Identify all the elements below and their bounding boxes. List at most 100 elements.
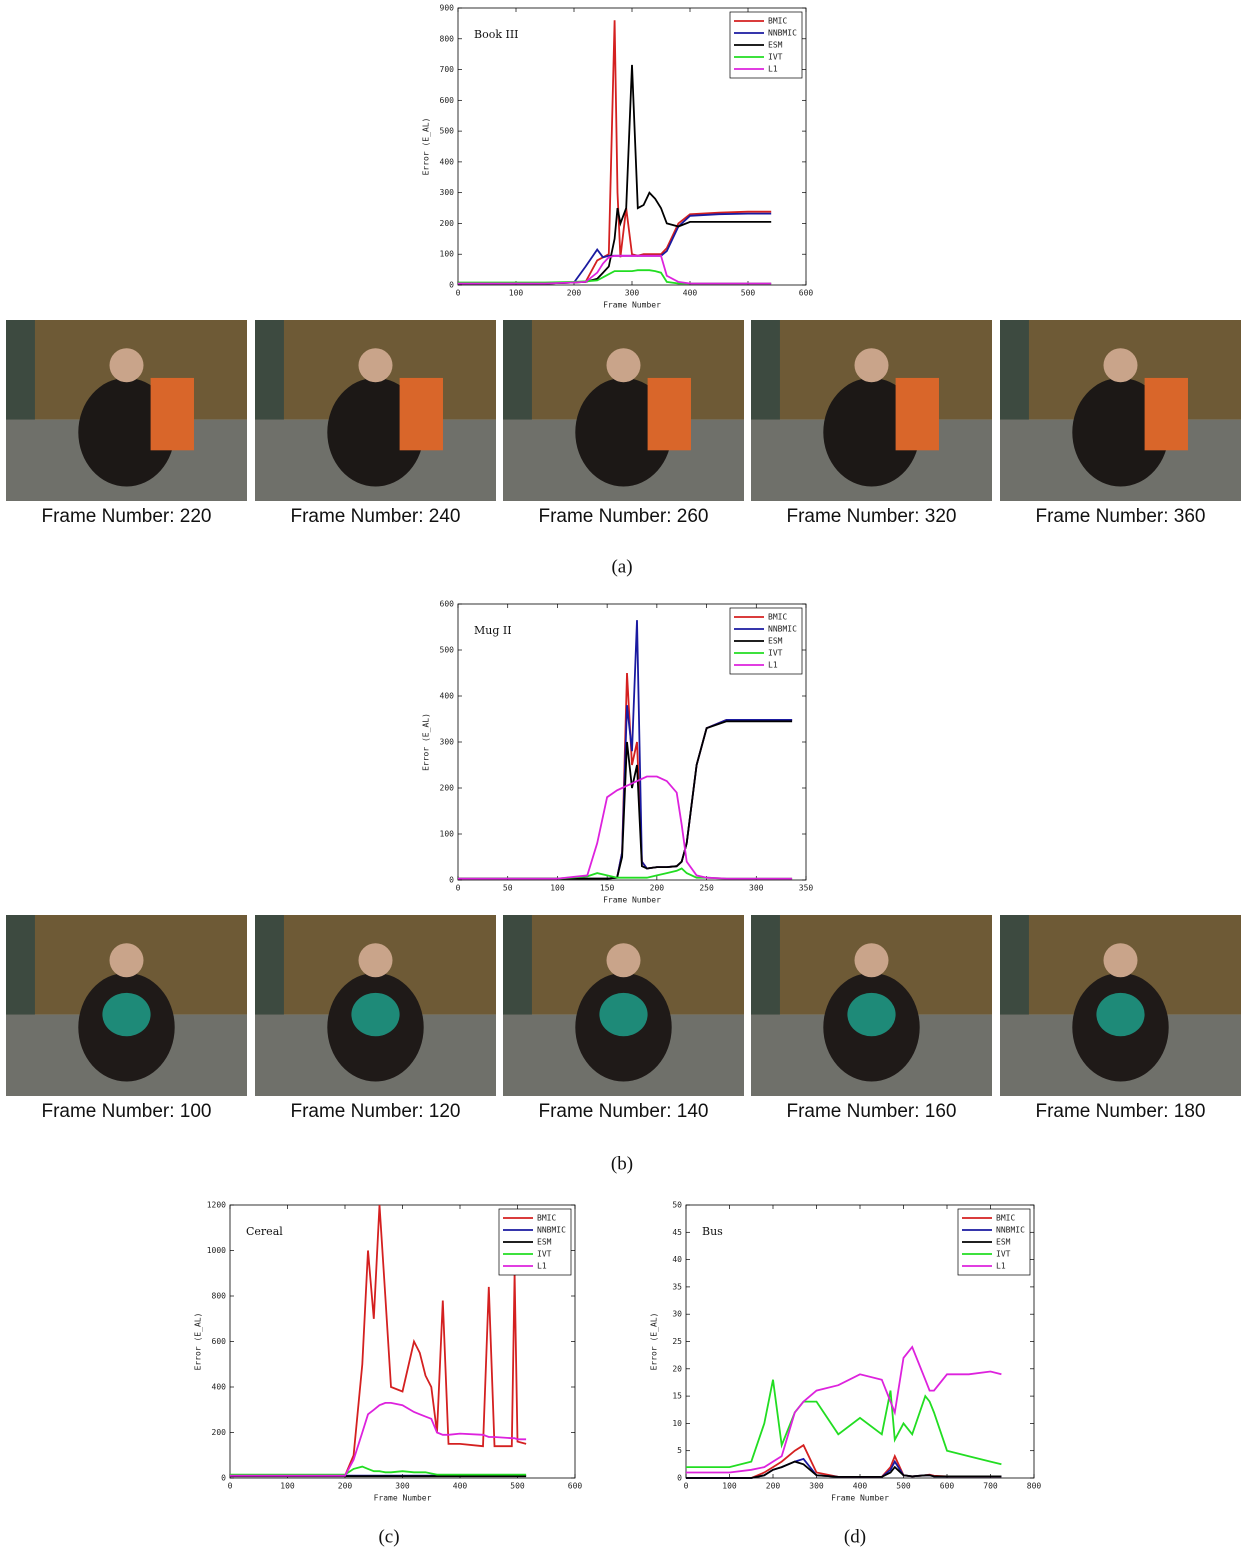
x-tick-label: 0: [456, 289, 461, 298]
x-tick-label: 100: [550, 884, 565, 893]
y-axis-label: Error (E_AL): [650, 1313, 659, 1371]
y-tick-label: 50: [672, 1201, 682, 1210]
legend-label: ESM: [768, 637, 783, 646]
y-tick-label: 800: [440, 34, 455, 43]
photo-head: [109, 348, 144, 383]
photo-head: [358, 943, 393, 978]
y-tick-label: 200: [212, 1428, 227, 1437]
data-line: [230, 1465, 527, 1476]
photo-book: [1144, 377, 1188, 451]
legend-label: BMIC: [768, 17, 787, 26]
x-tick-label: 100: [722, 1482, 737, 1491]
legend-label: ESM: [996, 1238, 1011, 1247]
y-tick-label: 300: [440, 188, 455, 197]
photo-head: [854, 348, 889, 383]
photo-head: [606, 348, 641, 383]
subfigure-label: (b): [611, 1153, 633, 1174]
x-tick-label: 700: [983, 1482, 998, 1491]
x-tick-label: 600: [940, 1482, 955, 1491]
y-tick-label: 400: [440, 692, 455, 701]
subfigure-label: (c): [378, 1526, 399, 1547]
photo-shirt: [351, 992, 400, 1037]
y-tick-label: 5: [677, 1446, 682, 1455]
photo-wall-left: [1000, 915, 1029, 1024]
x-tick-label: 0: [684, 1482, 689, 1491]
legend-label: ESM: [768, 41, 783, 50]
x-tick-label: 0: [228, 1482, 233, 1491]
photo-book: [150, 377, 194, 451]
legend-label: NNBMIC: [537, 1226, 566, 1235]
x-tick-label: 300: [749, 884, 764, 893]
x-tick-label: 350: [799, 884, 814, 893]
photo-person: [327, 377, 424, 487]
data-line: [686, 1460, 1002, 1479]
y-tick-label: 10: [672, 1419, 682, 1428]
legend-label: IVT: [768, 649, 783, 658]
x-tick-label: 300: [625, 289, 640, 298]
x-axis-label: Frame Number: [831, 1494, 889, 1503]
chart-annotation: Mug II: [474, 624, 512, 637]
photo-head: [1103, 348, 1138, 383]
legend-label: BMIC: [537, 1214, 556, 1223]
y-tick-label: 0: [449, 281, 454, 290]
x-axis-label: Frame Number: [603, 896, 661, 905]
data-line: [686, 1345, 1002, 1474]
photo-shirt: [102, 992, 151, 1037]
x-tick-label: 100: [509, 289, 524, 298]
photo-wall-left: [255, 320, 284, 429]
y-tick-label: 15: [672, 1392, 682, 1401]
frame-caption: Frame Number: 160: [786, 1101, 956, 1122]
y-tick-label: 500: [440, 127, 455, 136]
y-tick-label: 0: [677, 1474, 682, 1483]
legend-label: IVT: [537, 1250, 552, 1259]
photo-shirt: [847, 992, 896, 1037]
x-tick-label: 200: [338, 1482, 353, 1491]
photo-wall-left: [6, 915, 35, 1024]
y-tick-label: 700: [440, 65, 455, 74]
y-tick-label: 500: [440, 646, 455, 655]
y-tick-label: 200: [440, 784, 455, 793]
y-tick-label: 30: [672, 1310, 682, 1319]
y-tick-label: 1000: [207, 1246, 226, 1255]
photo-wall-left: [6, 320, 35, 429]
legend-label: IVT: [996, 1250, 1011, 1259]
subfigure-label: (a): [611, 556, 632, 577]
photo-wall-left: [751, 915, 780, 1024]
frame-caption: Frame Number: 360: [1035, 506, 1205, 527]
x-tick-label: 200: [567, 289, 582, 298]
legend-label: BMIC: [996, 1214, 1015, 1223]
x-tick-label: 250: [699, 884, 714, 893]
y-tick-label: 100: [440, 830, 455, 839]
y-tick-label: 400: [212, 1383, 227, 1392]
x-tick-label: 50: [503, 884, 513, 893]
subfigure-label: (d): [844, 1526, 866, 1547]
photo-wall-left: [751, 320, 780, 429]
y-tick-label: 200: [440, 219, 455, 228]
x-tick-label: 400: [453, 1482, 468, 1491]
photo-book: [895, 377, 939, 451]
frame-caption: Frame Number: 240: [290, 506, 460, 527]
legend-label: ESM: [537, 1238, 552, 1247]
legend-label: NNBMIC: [996, 1226, 1025, 1235]
data-line: [686, 1379, 1002, 1468]
legend-label: NNBMIC: [768, 625, 797, 634]
photo-wall-left: [503, 915, 532, 1024]
y-tick-label: 0: [221, 1474, 226, 1483]
x-tick-label: 200: [650, 884, 665, 893]
photo-head: [1103, 943, 1138, 978]
y-tick-label: 300: [440, 738, 455, 747]
y-tick-label: 600: [440, 96, 455, 105]
data-line: [458, 775, 793, 880]
frame-caption: Frame Number: 260: [538, 506, 708, 527]
legend-label: L1: [768, 661, 778, 670]
y-tick-label: 45: [672, 1228, 682, 1237]
data-line: [458, 254, 772, 285]
y-tick-label: 0: [449, 876, 454, 885]
data-line: [230, 1204, 527, 1477]
photo-head: [606, 943, 641, 978]
legend-label: L1: [996, 1262, 1006, 1271]
x-tick-label: 150: [600, 884, 615, 893]
photo-wall-left: [503, 320, 532, 429]
y-tick-label: 40: [672, 1255, 682, 1264]
